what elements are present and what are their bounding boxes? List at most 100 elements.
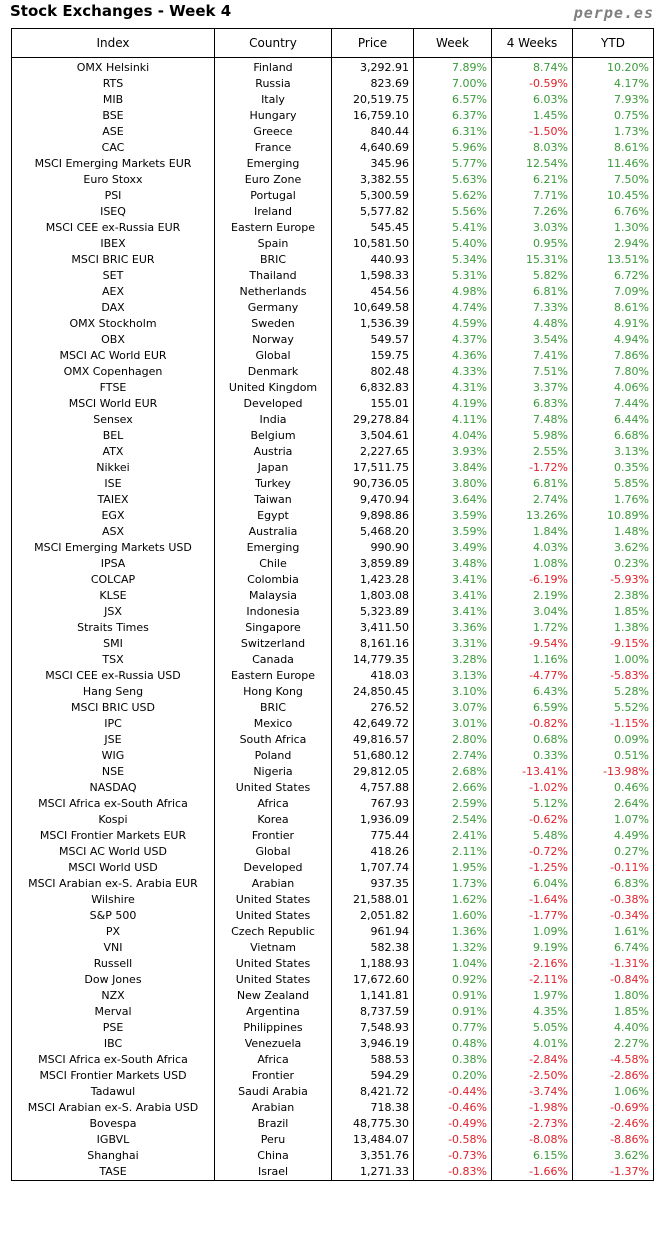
cell-index: OMX Copenhagen: [11, 364, 215, 380]
cell-country: Global: [214, 348, 332, 364]
cell-index: OMX Helsinki: [11, 57, 215, 76]
cell-week: 3.41%: [413, 604, 492, 620]
cell-index: EGX: [11, 508, 215, 524]
cell-country: Colombia: [214, 572, 332, 588]
cell-index: NSE: [11, 764, 215, 780]
cell-4-weeks: 7.41%: [491, 348, 573, 364]
cell-price: 16,759.10: [331, 108, 414, 124]
cell-ytd: -1.31%: [572, 956, 654, 972]
table-row: Euro Stoxx Euro Zone 3,382.55 5.63% 6.21% 7.5…: [11, 172, 654, 188]
table-row: FTSE United Kingdom 6,832.83 4.31% 3.37% 4.06…: [11, 380, 654, 396]
cell-4-weeks: 6.43%: [491, 684, 573, 700]
cell-price: 3,411.50: [331, 620, 414, 636]
cell-index: JSX: [11, 604, 215, 620]
cell-price: 3,292.91: [331, 57, 414, 76]
cell-index: Merval: [11, 1004, 215, 1020]
cell-country: Egypt: [214, 508, 332, 524]
cell-4-weeks: -2.84%: [491, 1052, 573, 1068]
cell-price: 9,898.86: [331, 508, 414, 524]
cell-index: DAX: [11, 300, 215, 316]
table-row: IPC Mexico 42,649.72 3.01% -0.82% -1.15%: [11, 716, 654, 732]
cell-week: 3.10%: [413, 684, 492, 700]
cell-ytd: 2.64%: [572, 796, 654, 812]
cell-price: 17,511.75: [331, 460, 414, 476]
cell-4-weeks: 2.19%: [491, 588, 573, 604]
cell-country: BRIC: [214, 252, 332, 268]
cell-week: 0.92%: [413, 972, 492, 988]
cell-week: 2.68%: [413, 764, 492, 780]
cell-index: MSCI Emerging Markets USD: [11, 540, 215, 556]
cell-country: Australia: [214, 524, 332, 540]
cell-country: Africa: [214, 1052, 332, 1068]
table-row: SET Thailand 1,598.33 5.31% 5.82% 6.72%: [11, 268, 654, 284]
cell-index: ISEQ: [11, 204, 215, 220]
cell-4-weeks: 1.08%: [491, 556, 573, 572]
cell-4-weeks: 6.59%: [491, 700, 573, 716]
cell-4-weeks: 6.81%: [491, 284, 573, 300]
cell-index: MSCI BRIC USD: [11, 700, 215, 716]
cell-4-weeks: 3.04%: [491, 604, 573, 620]
cell-4-weeks: -2.11%: [491, 972, 573, 988]
cell-week: 5.40%: [413, 236, 492, 252]
table-row: SMI Switzerland 8,161.16 3.31% -9.54% -9.15%: [11, 636, 654, 652]
cell-country: Denmark: [214, 364, 332, 380]
cell-week: 3.84%: [413, 460, 492, 476]
cell-week: 5.41%: [413, 220, 492, 236]
cell-index: Hang Seng: [11, 684, 215, 700]
cell-price: 823.69: [331, 76, 414, 92]
cell-week: 2.80%: [413, 732, 492, 748]
cell-4-weeks: -1.50%: [491, 124, 573, 140]
cell-country: Norway: [214, 332, 332, 348]
cell-4-weeks: -0.59%: [491, 76, 573, 92]
cell-price: 1,271.33: [331, 1164, 414, 1181]
cell-country: Developed: [214, 860, 332, 876]
cell-ytd: 1.00%: [572, 652, 654, 668]
cell-ytd: 0.27%: [572, 844, 654, 860]
cell-week: 3.59%: [413, 508, 492, 524]
cell-price: 24,850.45: [331, 684, 414, 700]
table-row: ISEQ Ireland 5,577.82 5.56% 7.26% 6.76%: [11, 204, 654, 220]
table-row: Sensex India 29,278.84 4.11% 7.48% 6.44%: [11, 412, 654, 428]
site-watermark: perpe.es: [573, 4, 654, 22]
cell-ytd: 0.46%: [572, 780, 654, 796]
table-row: KLSE Malaysia 1,803.08 3.41% 2.19% 2.38%: [11, 588, 654, 604]
cell-index: TASE: [11, 1164, 215, 1181]
cell-price: 840.44: [331, 124, 414, 140]
cell-week: 3.01%: [413, 716, 492, 732]
cell-index: MSCI World EUR: [11, 396, 215, 412]
cell-index: MSCI CEE ex-Russia EUR: [11, 220, 215, 236]
cell-week: 1.04%: [413, 956, 492, 972]
cell-ytd: -0.11%: [572, 860, 654, 876]
cell-index: Kospi: [11, 812, 215, 828]
cell-week: 3.41%: [413, 572, 492, 588]
table-body: OMX Helsinki Finland 3,292.91 7.89% 8.74% 10.…: [11, 57, 654, 1181]
cell-4-weeks: -1.98%: [491, 1100, 573, 1116]
cell-4-weeks: -0.62%: [491, 812, 573, 828]
cell-index: COLCAP: [11, 572, 215, 588]
cell-ytd: -5.83%: [572, 668, 654, 684]
cell-week: 1.32%: [413, 940, 492, 956]
cell-4-weeks: 15.31%: [491, 252, 573, 268]
cell-price: 802.48: [331, 364, 414, 380]
cell-index: IBC: [11, 1036, 215, 1052]
cell-price: 13,484.07: [331, 1132, 414, 1148]
cell-country: Venezuela: [214, 1036, 332, 1052]
cell-week: 7.00%: [413, 76, 492, 92]
cell-ytd: 6.72%: [572, 268, 654, 284]
cell-4-weeks: 3.37%: [491, 380, 573, 396]
cell-price: 29,812.05: [331, 764, 414, 780]
cell-index: Sensex: [11, 412, 215, 428]
cell-price: 767.93: [331, 796, 414, 812]
cell-ytd: -9.15%: [572, 636, 654, 652]
cell-index: KLSE: [11, 588, 215, 604]
header-week: Week: [413, 28, 492, 58]
cell-index: Straits Times: [11, 620, 215, 636]
cell-4-weeks: 6.04%: [491, 876, 573, 892]
cell-price: 594.29: [331, 1068, 414, 1084]
cell-week: 1.95%: [413, 860, 492, 876]
cell-week: -0.46%: [413, 1100, 492, 1116]
cell-price: 582.38: [331, 940, 414, 956]
cell-4-weeks: -6.19%: [491, 572, 573, 588]
cell-index: Dow Jones: [11, 972, 215, 988]
cell-week: 4.19%: [413, 396, 492, 412]
